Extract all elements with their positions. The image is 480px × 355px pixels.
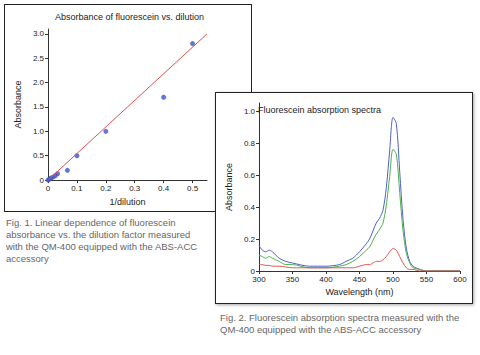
svg-text:0.3: 0.3 (129, 184, 141, 193)
svg-text:1.0: 1.0 (33, 127, 45, 136)
svg-text:Wavelength (nm): Wavelength (nm) (325, 287, 393, 297)
svg-text:0: 0 (40, 176, 45, 185)
svg-text:550: 550 (420, 275, 434, 284)
svg-text:3.0: 3.0 (33, 29, 45, 38)
svg-text:0.8: 0.8 (244, 139, 256, 148)
html-text:Fig. 2. Fluorescein absorption: Fig. 2. Fluorescein absorption spectra m… (220, 312, 460, 335)
html-text:Fig. 1. Linear dependence of f: Fig. 1. Linear dependence of fluorescein… (6, 217, 198, 264)
svg-text:450: 450 (353, 275, 367, 284)
svg-text:0.5: 0.5 (187, 184, 199, 193)
svg-text:Absorbance of fluorescein vs.: Absorbance of fluorescein vs. dilution (55, 12, 204, 22)
svg-text:1.5: 1.5 (33, 102, 45, 111)
svg-text:Fluorescein absorption spectra: Fluorescein absorption spectra (258, 105, 381, 115)
svg-text:0.5: 0.5 (33, 151, 45, 160)
svg-text:300: 300 (252, 275, 266, 284)
svg-text:2.0: 2.0 (33, 78, 45, 87)
svg-text:0: 0 (250, 266, 255, 276)
svg-text:Absorbance: Absorbance (224, 163, 234, 211)
svg-text:0.6: 0.6 (244, 171, 256, 180)
svg-text:0: 0 (46, 184, 51, 193)
svg-text:0.2: 0.2 (244, 235, 256, 244)
svg-text:Absorbance: Absorbance (13, 81, 23, 129)
svg-text:0.2: 0.2 (100, 184, 112, 193)
svg-text:600: 600 (453, 275, 467, 284)
svg-text:500: 500 (386, 275, 400, 284)
svg-text:1/dilution: 1/dilution (109, 197, 145, 207)
svg-text:1.0: 1.0 (244, 107, 256, 116)
svg-text:0.1: 0.1 (71, 184, 83, 193)
svg-text:350: 350 (286, 275, 300, 284)
svg-text:400: 400 (319, 275, 333, 284)
svg-text:0.4: 0.4 (158, 184, 170, 193)
svg-text:0.4: 0.4 (244, 203, 256, 212)
svg-text:2.5: 2.5 (33, 54, 45, 63)
